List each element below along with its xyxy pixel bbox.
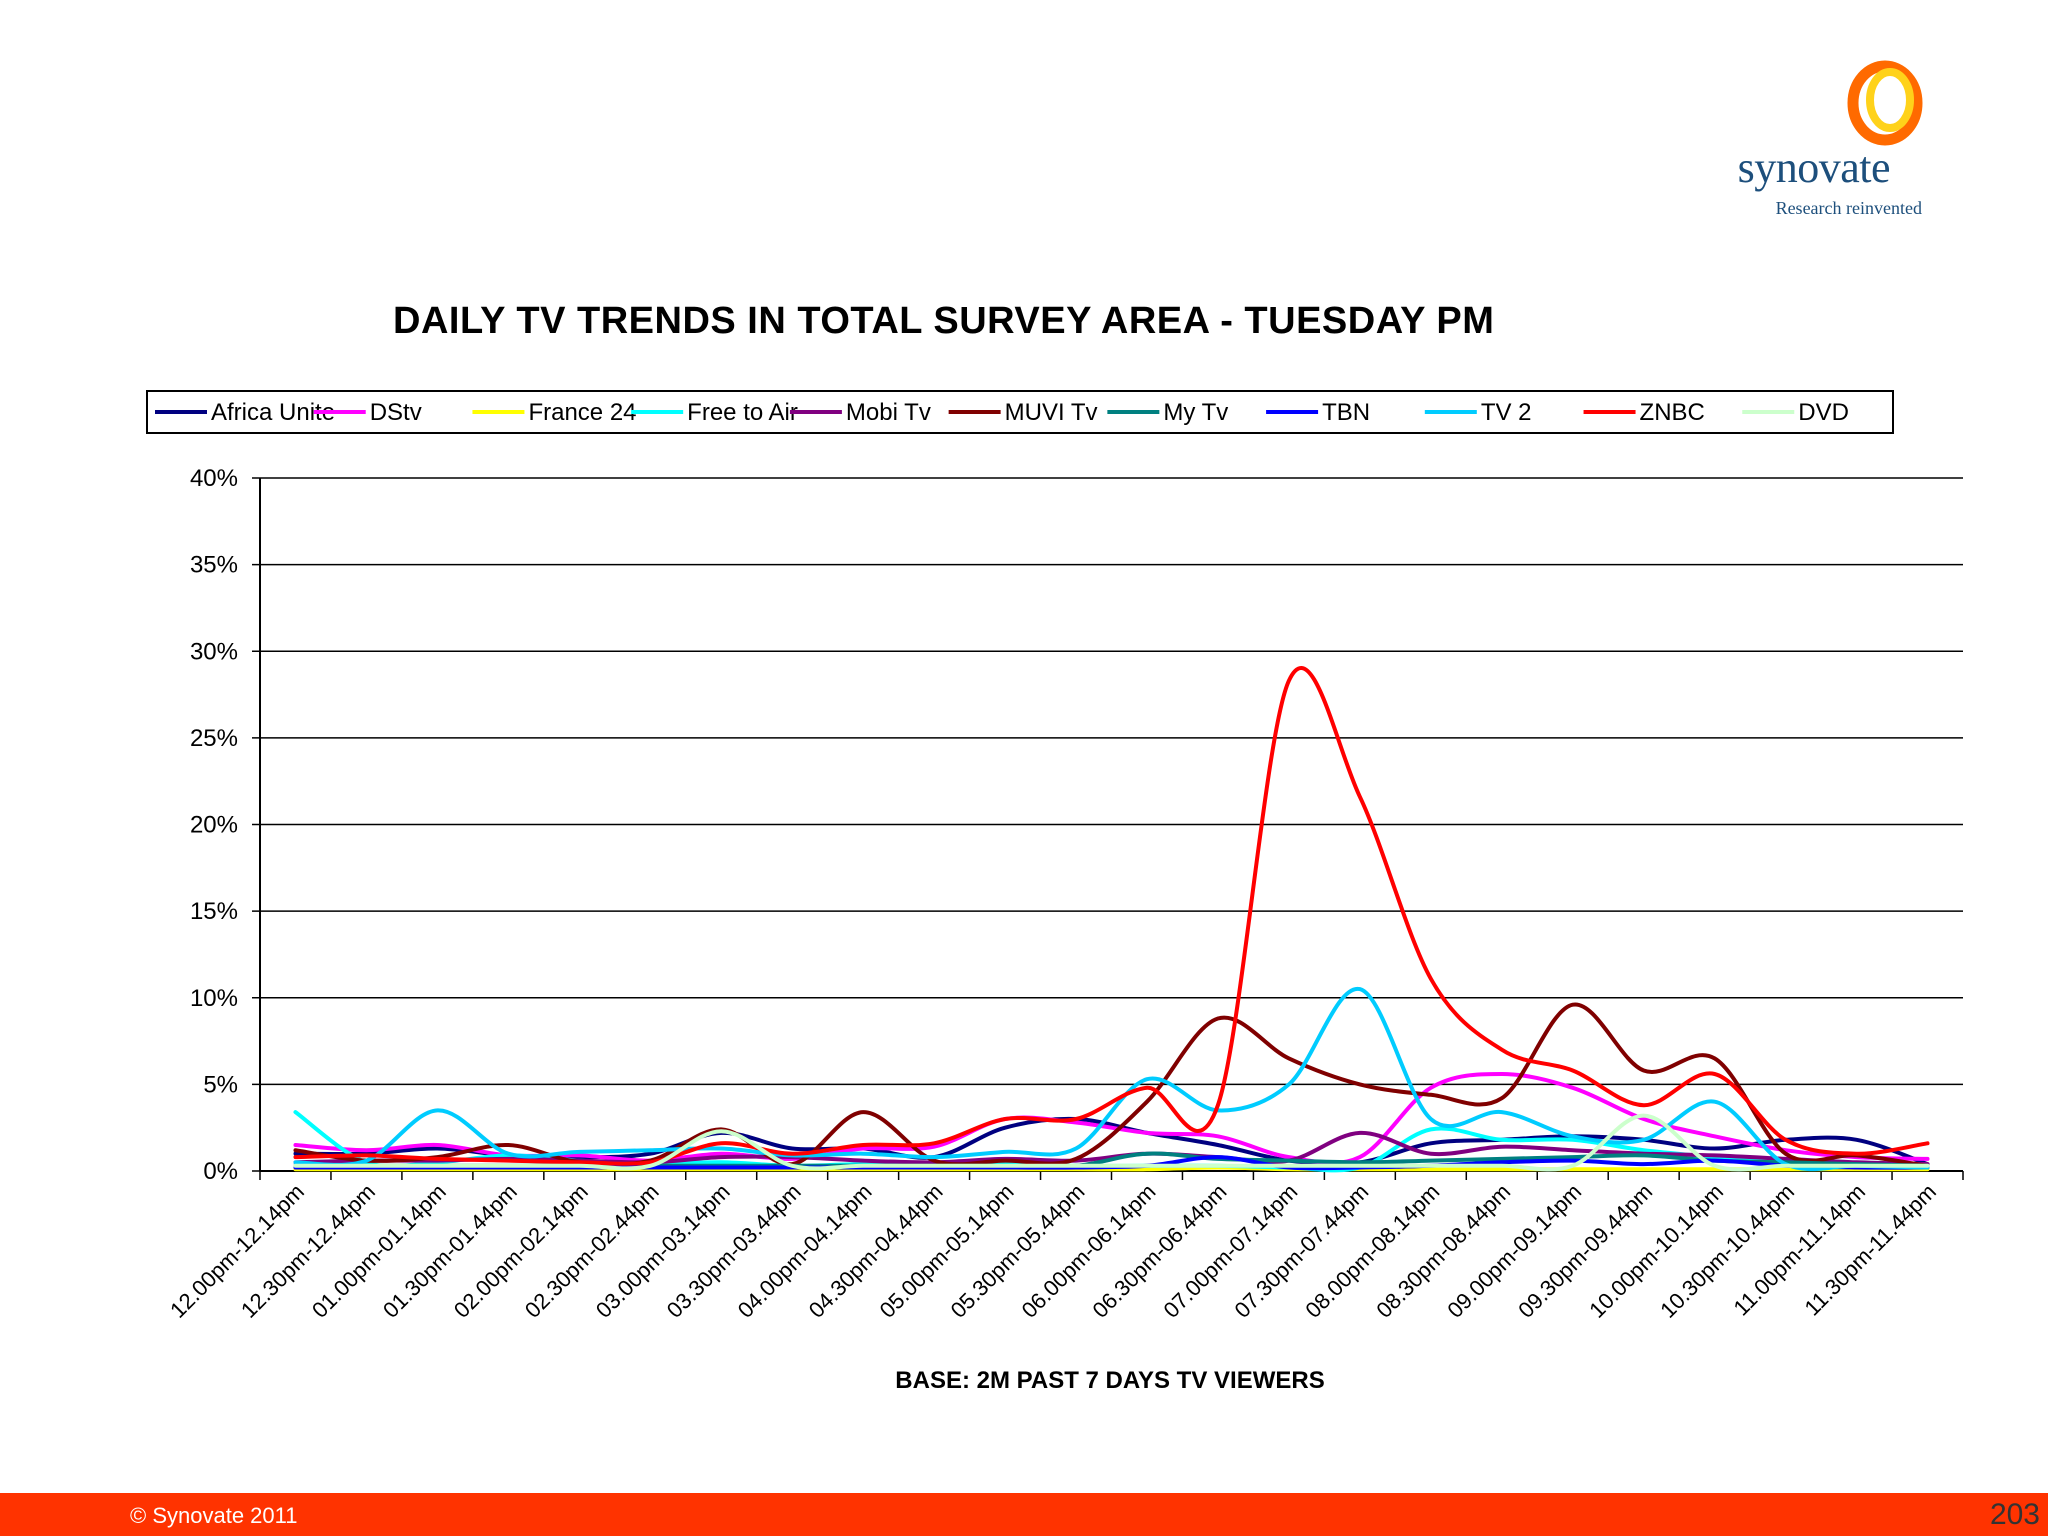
x-tick-label: 12.30pm-12.44pm — [236, 1179, 380, 1323]
x-tick-label: 08.30pm-08.44pm — [1371, 1179, 1515, 1323]
x-tick-label: 08.00pm-08.14pm — [1300, 1179, 1444, 1323]
legend-label-tbn: TBN — [1322, 399, 1370, 426]
y-tick-label: 30% — [190, 638, 238, 665]
legend-label-tv-2: TV 2 — [1481, 399, 1532, 426]
x-tick-label: 01.30pm-01.44pm — [378, 1179, 522, 1323]
legend-label-znbc: ZNBC — [1640, 399, 1705, 426]
x-tick-label: 11.30pm-11.44pm — [1799, 1179, 1941, 1321]
x-tick-label: 07.30pm-07.44pm — [1229, 1179, 1373, 1323]
chart-title: DAILY TV TRENDS IN TOTAL SURVEY AREA - T… — [393, 300, 1495, 342]
x-tick-label: 12.00pm-12.14pm — [165, 1179, 309, 1323]
logo-tagline: Research reinvented — [1775, 198, 1922, 218]
legend-label-france-24: France 24 — [528, 399, 636, 426]
y-tick-label: 25% — [190, 725, 238, 752]
y-tick-label: 5% — [203, 1071, 238, 1098]
y-tick-label: 20% — [190, 812, 238, 839]
x-tick-label: 06.30pm-06.44pm — [1088, 1179, 1232, 1323]
x-axis-label: BASE: 2M PAST 7 DAYS TV VIEWERS — [895, 1367, 1324, 1394]
x-tick-label: 01.00pm-01.14pm — [307, 1179, 451, 1323]
x-tick-label: 09.30pm-09.44pm — [1513, 1179, 1657, 1323]
legend-label-mobi-tv: Mobi Tv — [846, 399, 931, 426]
footer-copyright: © Synovate 2011 — [130, 1503, 298, 1528]
y-tick-label: 35% — [190, 552, 238, 579]
x-tick-label: 03.30pm-03.44pm — [662, 1179, 806, 1323]
x-tick-label: 10.00pm-10.14pm — [1584, 1179, 1728, 1323]
line-chart: 0% 5% 10% 15% 20% 25% 30% 35% 40% 12.00pm-12.14pm… — [146, 390, 1964, 1394]
legend-label-dstv: DStv — [370, 399, 422, 426]
y-tick-label: 10% — [190, 985, 238, 1012]
legend-label-dvd: DVD — [1798, 399, 1849, 426]
series-line-dvd — [293, 1113, 1930, 1172]
series-line-tv-2 — [293, 987, 1930, 1172]
x-tick-label: 06.00pm-06.14pm — [1017, 1179, 1161, 1323]
x-tick-label: 03.00pm-03.14pm — [591, 1179, 735, 1323]
legend-label-free-to-air: Free to Air — [687, 399, 798, 426]
y-tick-label: 40% — [190, 465, 238, 492]
x-tick-label: 07.00pm-07.14pm — [1158, 1179, 1302, 1323]
x-tick-label: 02.30pm-02.44pm — [520, 1179, 664, 1323]
x-tick-label: 04.00pm-04.14pm — [733, 1179, 877, 1323]
series-line-znbc — [293, 666, 1930, 1166]
logo-wordmark: synovate — [1737, 143, 1891, 192]
synovate-ring-icon — [1847, 60, 1923, 146]
footer-bar: © Synovate 2011 203 — [0, 1493, 2048, 1536]
legend-label-muvi-tv: MUVI Tv — [1005, 399, 1098, 426]
legend-label-my-tv: My Tv — [1163, 399, 1228, 426]
synovate-logo: synovate Research reinvented — [1700, 58, 1940, 228]
x-tick-label: 05.00pm-05.14pm — [875, 1179, 1019, 1323]
x-tick-label: 09.00pm-09.14pm — [1442, 1179, 1586, 1323]
y-tick-label: 0% — [203, 1158, 238, 1185]
x-tick-label: 10.30pm-10.44pm — [1655, 1179, 1799, 1323]
y-tick-label: 15% — [190, 898, 238, 925]
page-number: 203 — [1989, 1498, 2040, 1531]
x-tick-label: 02.00pm-02.14pm — [449, 1179, 593, 1323]
x-tick-label: 05.30pm-05.44pm — [946, 1179, 1090, 1323]
x-tick-label: 11.00pm-11.14pm — [1728, 1179, 1870, 1321]
x-tick-label: 04.30pm-04.44pm — [804, 1179, 948, 1323]
